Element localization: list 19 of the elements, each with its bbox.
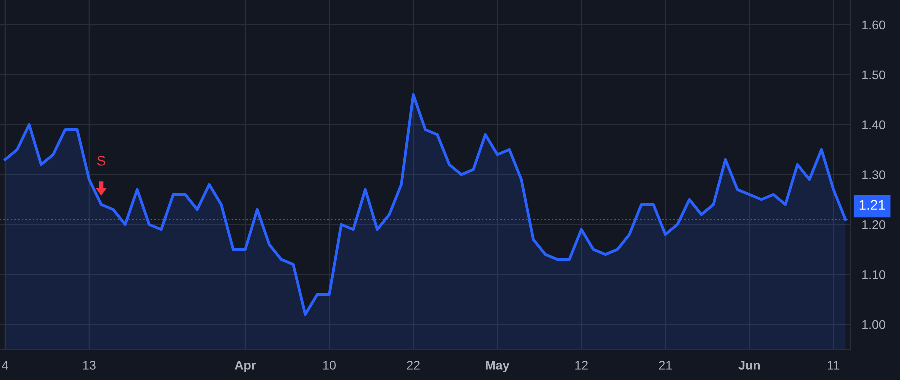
ref-line-label: 1.21 (860, 200, 886, 210)
y-tick-label: 1.40 (862, 120, 886, 130)
y-tick-label: 1.00 (862, 320, 886, 330)
x-tick-label: 4 (2, 361, 9, 370)
y-tick-label: 1.20 (862, 220, 886, 230)
x-tick-label: Apr (235, 361, 256, 372)
x-tick-label: 11 (828, 361, 840, 370)
y-tick-label: 1.30 (862, 170, 886, 180)
annotation: S (97, 156, 106, 166)
x-tick-label: May (486, 361, 510, 372)
x-tick-label: 12 (576, 361, 588, 370)
y-tick-label: 1.10 (862, 270, 886, 280)
y-tick-label: 1.60 (862, 20, 886, 30)
x-tick-label: Jun (738, 361, 760, 370)
x-tick-label: 22 (407, 361, 420, 370)
x-tick-label: 21 (659, 361, 672, 370)
x-tick-label: 13 (83, 361, 96, 370)
x-tick-label: 10 (324, 361, 336, 370)
y-tick-label: 1.50 (862, 70, 886, 80)
